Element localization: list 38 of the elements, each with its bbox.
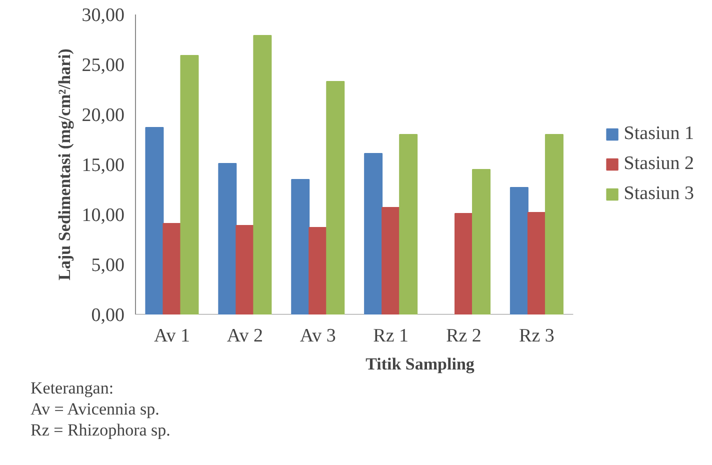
bar bbox=[308, 227, 328, 314]
x-tick-label: Rz 1 bbox=[373, 326, 408, 346]
x-axis-title: Titik Sampling bbox=[366, 354, 475, 374]
y-tick-label: 10,00 bbox=[82, 205, 124, 226]
x-tick-label: Rz 3 bbox=[519, 326, 554, 346]
bar bbox=[527, 212, 546, 314]
text: Rz = Rhizophora sp. bbox=[30, 420, 170, 440]
y-tick-label: 0,00 bbox=[91, 305, 124, 326]
bar bbox=[291, 179, 310, 314]
y-tick-label: 30,00 bbox=[82, 5, 124, 26]
text: Keterangan: bbox=[30, 378, 114, 398]
y-tick-label: 20,00 bbox=[82, 105, 124, 126]
x-tick-label: Av 3 bbox=[300, 326, 336, 346]
bar bbox=[253, 35, 272, 314]
x-tick-label: Rz 2 bbox=[446, 326, 482, 346]
legend-label: Stasiun 3 bbox=[624, 183, 694, 205]
y-tick-label: 15,00 bbox=[82, 155, 124, 176]
bar bbox=[236, 225, 254, 314]
bar bbox=[399, 134, 418, 314]
bar bbox=[510, 187, 528, 314]
bar bbox=[364, 153, 383, 314]
y-tick-label: 5,00 bbox=[91, 255, 124, 276]
text: Av = Avicennia sp. bbox=[30, 400, 160, 418]
bar bbox=[544, 134, 564, 314]
bar bbox=[382, 207, 400, 314]
bar bbox=[326, 81, 345, 314]
legend-label: Stasiun 1 bbox=[624, 123, 694, 145]
legend-label: Stasiun 2 bbox=[624, 153, 694, 175]
bar bbox=[180, 55, 199, 314]
bar bbox=[218, 163, 237, 314]
bar bbox=[472, 169, 491, 314]
y-axis-title: Laju Sedimentasi (mg/cm²/hari) bbox=[54, 48, 74, 280]
x-tick-label: Av 2 bbox=[226, 326, 263, 346]
x-tick-label: Av 1 bbox=[154, 326, 190, 346]
bar bbox=[162, 223, 182, 314]
bar bbox=[145, 127, 164, 314]
y-tick-label: 25,00 bbox=[82, 55, 124, 76]
bar bbox=[454, 213, 474, 314]
